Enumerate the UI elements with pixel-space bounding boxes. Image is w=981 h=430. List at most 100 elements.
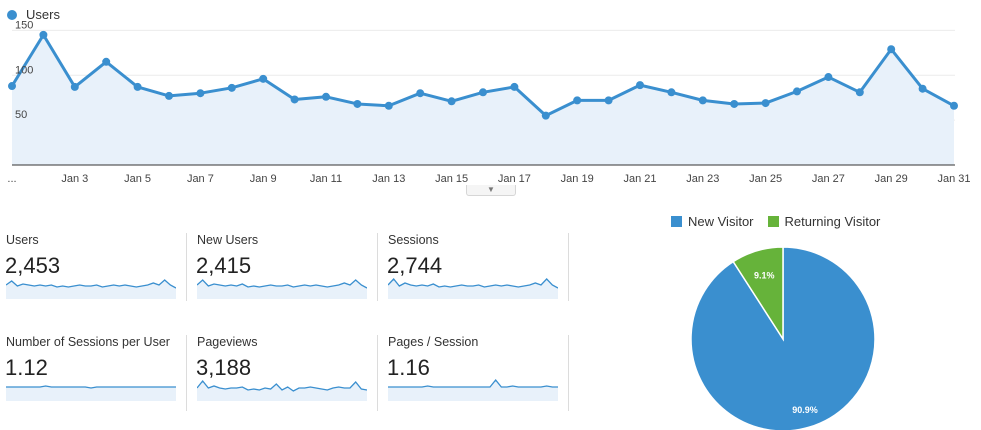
data-point[interactable] xyxy=(636,81,644,90)
x-tick-label: Jan 11 xyxy=(310,173,342,185)
sparkline-area xyxy=(6,386,176,401)
data-point[interactable] xyxy=(761,99,770,108)
metric-sparkline xyxy=(388,278,558,299)
sparkline-area xyxy=(6,280,176,299)
x-tick-label: Jan 17 xyxy=(498,173,531,185)
divider xyxy=(186,335,187,411)
x-tick-label: Jan 13 xyxy=(372,173,405,185)
metric-sparkline xyxy=(197,379,367,401)
pie-slice-returning-visitor[interactable] xyxy=(732,246,784,342)
users-series-dot-icon xyxy=(7,9,17,20)
metric-value: 3,188 xyxy=(196,355,252,380)
data-point[interactable] xyxy=(322,92,330,101)
new-visitor-swatch-icon xyxy=(671,216,682,227)
data-point[interactable] xyxy=(416,89,425,98)
data-point[interactable] xyxy=(290,95,299,104)
metric-sessions-per-user[interactable]: Number of Sessions per User 1.12 xyxy=(0,335,178,413)
x-tick-label: Jan 27 xyxy=(812,173,845,185)
metric-pageviews[interactable]: Pageviews 3,188 xyxy=(191,335,369,413)
metric-label: Pageviews xyxy=(197,335,258,349)
pie-legend-new-visitor[interactable]: New Visitor xyxy=(688,214,754,229)
pie-slice-label: 90.9% xyxy=(792,405,818,415)
data-point[interactable] xyxy=(573,96,582,105)
data-point[interactable] xyxy=(793,87,801,96)
metric-label: Pages / Session xyxy=(388,335,479,349)
metric-sparkline xyxy=(6,385,176,401)
sparkline-area xyxy=(388,279,558,299)
sparkline-line xyxy=(6,279,176,289)
data-point[interactable] xyxy=(698,96,707,105)
metric-value: 1.16 xyxy=(387,355,430,380)
metric-sparkline xyxy=(197,279,367,299)
x-tick-label: ... xyxy=(7,173,16,185)
metric-sparkline xyxy=(6,279,176,299)
returning-visitor-swatch-icon xyxy=(767,216,779,227)
x-tick-label: Jan 19 xyxy=(561,173,594,185)
users-line-chart: 150 100 50... Jan 3 Jan 5 Jan 7 Jan 9 Jan 11 Jan… xyxy=(7,19,970,185)
collapse-chart-handle[interactable]: ▼ xyxy=(466,185,516,196)
visitor-type-pie-chart: 90.9% 9.1% xyxy=(690,246,876,430)
data-point[interactable] xyxy=(824,73,833,82)
pie-legend: New Visitor Returning Visitor xyxy=(671,214,880,229)
sparkline-line xyxy=(388,278,558,289)
data-point[interactable] xyxy=(8,82,16,91)
data-point[interactable] xyxy=(196,89,205,98)
data-point[interactable] xyxy=(102,57,111,66)
metric-label: Users xyxy=(6,233,39,247)
data-point[interactable] xyxy=(604,96,613,105)
data-point[interactable] xyxy=(165,91,173,100)
sparkline-line xyxy=(388,378,558,388)
data-point[interactable] xyxy=(133,82,142,91)
chart-legend: Users xyxy=(7,7,60,22)
metric-value: 2,415 xyxy=(196,253,252,278)
divider xyxy=(568,335,569,411)
data-point[interactable] xyxy=(70,82,79,91)
sparkline-line xyxy=(197,279,367,289)
data-point[interactable] xyxy=(918,84,927,93)
data-point[interactable] xyxy=(855,88,864,97)
data-point[interactable] xyxy=(950,101,958,110)
divider xyxy=(186,233,187,301)
data-point[interactable] xyxy=(353,99,362,108)
metric-users[interactable]: Users 2,453 xyxy=(0,233,178,311)
data-point[interactable] xyxy=(227,83,236,92)
divider xyxy=(377,335,378,411)
metric-new-users[interactable]: New Users 2,415 xyxy=(191,233,369,311)
metric-value: 1.12 xyxy=(5,355,48,380)
x-tick-label: Jan 25 xyxy=(749,173,782,185)
metric-pages-per-session[interactable]: Pages / Session 1.16 xyxy=(382,335,560,413)
data-point[interactable] xyxy=(510,82,519,91)
x-tick-label: Jan 5 xyxy=(124,173,151,185)
data-point[interactable] xyxy=(730,99,739,108)
data-point[interactable] xyxy=(541,111,550,120)
data-point[interactable] xyxy=(259,74,268,83)
data-point[interactable] xyxy=(384,101,393,110)
sparkline-line xyxy=(6,385,176,389)
sparkline-area xyxy=(197,381,367,401)
metric-sparkline xyxy=(388,378,558,401)
y-tick-label: 50 xyxy=(15,109,27,121)
x-tick-label: Jan 7 xyxy=(187,173,214,185)
chevron-down-icon[interactable]: ▼ xyxy=(487,185,495,194)
x-tick-label: Jan 3 xyxy=(61,173,88,185)
data-point[interactable] xyxy=(39,30,48,39)
data-point[interactable] xyxy=(887,45,896,54)
x-tick-label: Jan 23 xyxy=(686,173,719,185)
data-point[interactable] xyxy=(479,88,487,97)
x-tick-label: Jan 31 xyxy=(937,173,970,185)
y-tick-label: 150 xyxy=(15,19,33,31)
series-area xyxy=(12,34,954,165)
data-point[interactable] xyxy=(667,88,676,97)
x-tick-label: Jan 15 xyxy=(435,173,468,185)
divider xyxy=(377,233,378,301)
metric-label: New Users xyxy=(197,233,259,247)
sparkline-line xyxy=(197,379,367,392)
metric-sessions[interactable]: Sessions 2,744 xyxy=(382,233,560,311)
pie-legend-returning-visitor[interactable]: Returning Visitor xyxy=(784,214,881,229)
metric-value: 2,453 xyxy=(5,253,61,278)
metric-label: Number of Sessions per User xyxy=(6,335,170,349)
sparkline-area xyxy=(197,280,367,299)
divider xyxy=(568,233,569,301)
x-tick-label: Jan 9 xyxy=(250,173,277,185)
data-point[interactable] xyxy=(447,97,456,106)
